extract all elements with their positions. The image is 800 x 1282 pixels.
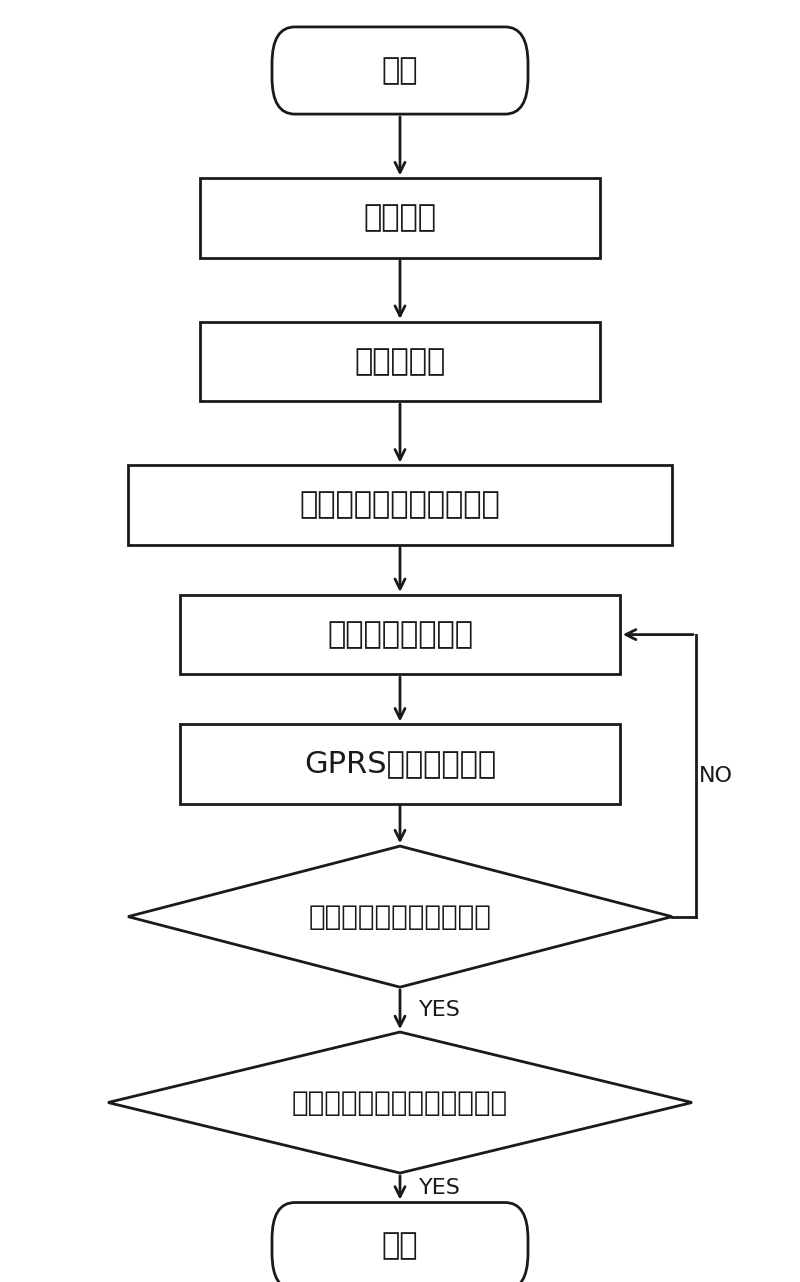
Bar (200, 322, 600, 401)
Text: 光开关导通: 光开关导通 (354, 347, 446, 376)
Text: 报警: 报警 (382, 1232, 418, 1260)
Text: 上位机判断数据是否完整: 上位机判断数据是否完整 (309, 903, 491, 931)
Bar (180, 724, 620, 804)
Text: 处理并判断数据是否超出阈值: 处理并判断数据是否超出阈值 (292, 1088, 508, 1117)
FancyBboxPatch shape (272, 1203, 528, 1282)
Text: 光纤光栅解调仪采集数据: 光纤光栅解调仪采集数据 (300, 491, 500, 519)
FancyBboxPatch shape (272, 27, 528, 114)
Bar (180, 595, 620, 674)
Text: GPRS模块数据传输: GPRS模块数据传输 (304, 750, 496, 778)
Polygon shape (108, 1032, 692, 1173)
Text: YES: YES (419, 1178, 461, 1197)
Text: 开始: 开始 (382, 56, 418, 85)
Text: NO: NO (699, 765, 733, 786)
Text: YES: YES (419, 1000, 461, 1019)
Bar (128, 465, 672, 545)
Polygon shape (128, 846, 672, 987)
Bar (200, 178, 600, 258)
Text: 下位机数据预处理: 下位机数据预处理 (327, 620, 473, 649)
Text: 数据采集: 数据采集 (363, 204, 437, 232)
